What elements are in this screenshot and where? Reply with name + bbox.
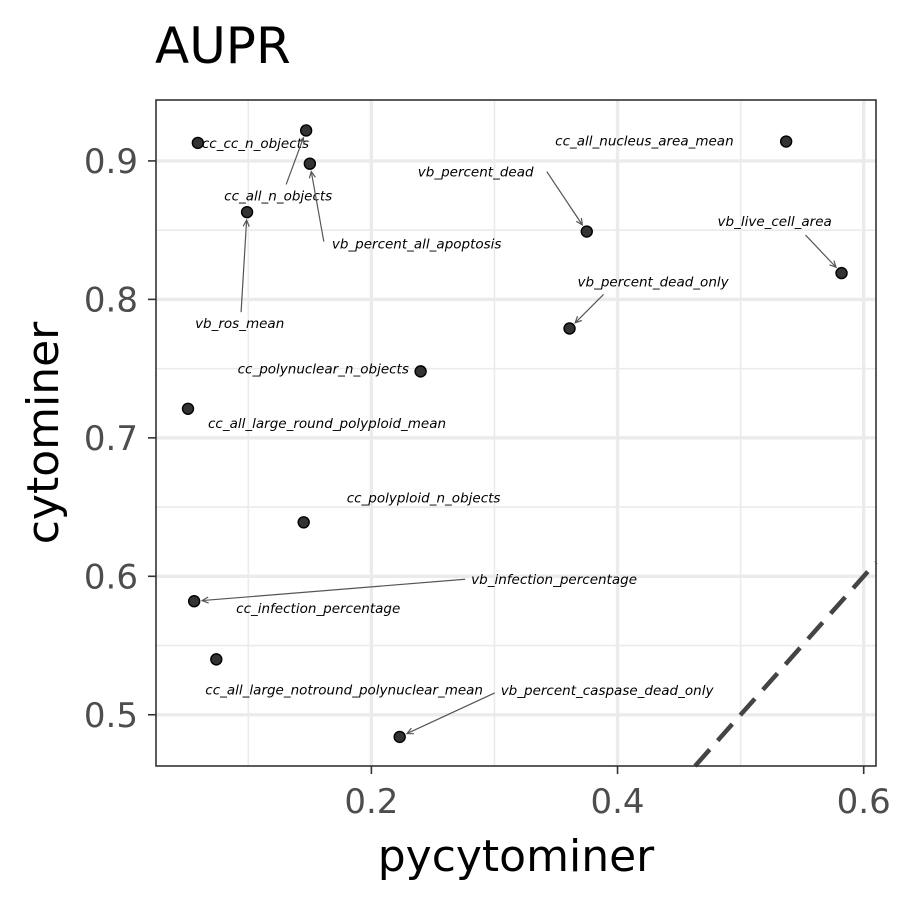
y-axis-title: cytominer — [18, 321, 69, 544]
x-tick-label: 0.6 — [837, 782, 891, 822]
label-cc-all-large-round-polyploid-mean: cc_all_large_round_polyploid_mean — [208, 416, 446, 432]
arrow-vb-percent-dead — [546, 171, 583, 226]
plot-panel: cc_cc_n_objects cc_all_n_objects vb_percen… — [155, 99, 878, 768]
point-cc-all-n-objects — [299, 124, 313, 137]
point-cc-all-large-notround-polynuclear-mean — [210, 653, 223, 666]
arrowhead-cc-all-n-objects — [297, 136, 305, 145]
arrow-vb-ros-mean — [240, 220, 248, 313]
point-vb-ros-mean — [240, 205, 254, 219]
arrow-vb-infection-percentage — [202, 578, 466, 602]
label-cc-all-nucleus-area-mean: cc_all_nucleus_area_mean — [555, 134, 734, 150]
arrowhead-vb-percent-all-apoptosis — [308, 170, 316, 179]
point-vb-percent-dead-only — [563, 322, 576, 335]
y-tick-label: 0.8 — [84, 280, 138, 320]
arrow-vb-percent-dead-only — [574, 294, 604, 324]
point-cc-polynuclear-n-objects — [414, 365, 427, 378]
point-cc-cc-n-objects — [191, 136, 205, 150]
y-tick-label: 0.5 — [84, 696, 138, 736]
point-vb-live-cell-area — [835, 266, 848, 280]
y-tick-label: 0.7 — [84, 419, 138, 459]
arrowhead-vb-ros-mean — [242, 218, 250, 227]
x-axis-ticks: 0.2 0.4 0.6 — [344, 766, 891, 822]
arrow-vb-percent-all-apoptosis — [310, 171, 325, 242]
y-axis-ticks: 0.5 0.6 0.7 0.8 0.9 — [84, 142, 156, 736]
reference-line — [693, 560, 878, 768]
plot-background — [156, 100, 876, 766]
point-vb-percent-caspase-dead-only — [393, 730, 406, 744]
arrowhead-vb-live-cell-area — [829, 260, 837, 269]
arrow-vb-live-cell-area — [805, 234, 837, 268]
arrowhead-vb-percent-dead — [575, 217, 584, 227]
arrow-cc-all-n-objects — [285, 137, 304, 185]
label-cc-all-n-objects: cc_all_n_objects — [224, 188, 332, 204]
annotations: cc_cc_n_objects cc_all_n_objects vb_percen… — [195, 134, 837, 735]
y-tick-label: 0.6 — [84, 557, 138, 597]
point-vb-percent-all-apoptosis — [303, 157, 317, 170]
label-cc-polyploid-n-objects: cc_polyploid_n_objects — [347, 490, 501, 506]
x-axis-title: pycytominer — [378, 831, 655, 882]
arrowhead-vb-percent-caspase-dead-only — [405, 727, 414, 735]
point-vb-infection-percentage — [187, 595, 201, 608]
x-tick-label: 0.4 — [590, 782, 644, 822]
label-vb-percent-caspase-dead-only: vb_percent_caspase_dead_only — [501, 683, 715, 699]
label-vb-percent-all-apoptosis: vb_percent_all_apoptosis — [332, 237, 502, 253]
arrowhead-vb-percent-dead-only — [574, 315, 583, 324]
label-vb-percent-dead: vb_percent_dead — [418, 165, 534, 181]
y-tick-label: 0.9 — [84, 142, 138, 182]
point-vb-percent-dead — [580, 225, 593, 238]
data-points — [181, 124, 848, 744]
point-cc-polyploid-n-objects — [297, 516, 310, 529]
point-cc-all-nucleus-area-mean — [779, 135, 793, 148]
point-cc-all-large-round-polyploid-mean — [181, 402, 195, 415]
chart-title: AUPR — [155, 17, 291, 75]
arrowhead-vb-infection-percentage — [200, 596, 209, 604]
label-cc-polynuclear-n-objects: cc_polynuclear_n_objects — [238, 361, 409, 377]
label-cc-cc-n-objects: cc_cc_n_objects — [202, 136, 309, 152]
x-tick-label: 0.2 — [344, 782, 398, 822]
arrow-vb-percent-caspase-dead-only — [406, 692, 495, 735]
plot-border — [155, 99, 877, 767]
label-vb-ros-mean: vb_ros_mean — [195, 316, 284, 332]
label-vb-percent-dead-only: vb_percent_dead_only — [578, 274, 730, 290]
label-cc-infection-percentage: cc_infection_percentage — [236, 601, 400, 617]
label-cc-all-large-notround-polynuclear-mean: cc_all_large_notround_polynuclear_mean — [205, 682, 483, 698]
identity-line — [693, 560, 878, 768]
label-vb-live-cell-area: vb_live_cell_area — [718, 214, 832, 230]
label-vb-infection-percentage: vb_infection_percentage — [471, 572, 637, 588]
